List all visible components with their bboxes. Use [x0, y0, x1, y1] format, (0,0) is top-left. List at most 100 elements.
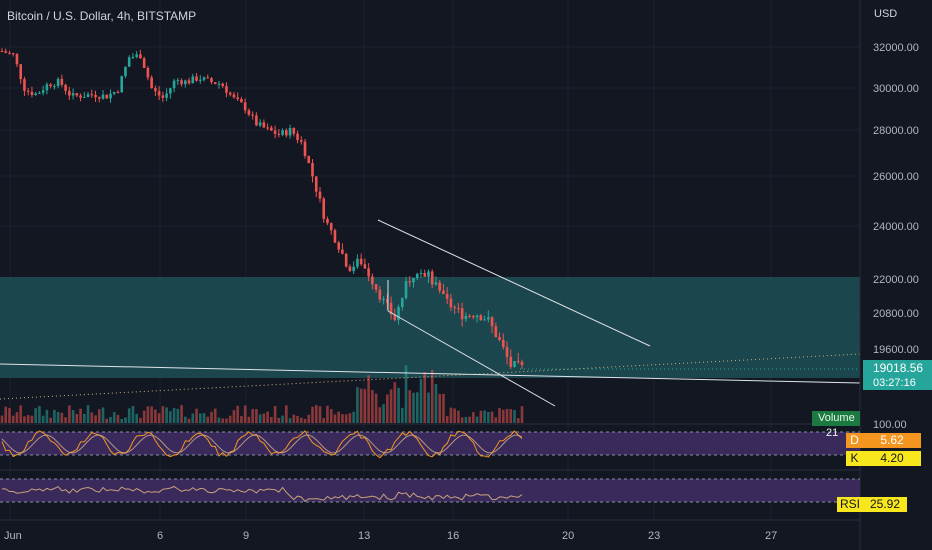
volume-bar — [86, 405, 90, 423]
candle-body — [374, 284, 378, 290]
volume-bar — [281, 415, 284, 423]
volume-bar — [329, 409, 333, 423]
volume-bar — [303, 418, 307, 423]
candle-body — [400, 298, 404, 308]
stoch-k-key: K — [846, 451, 863, 466]
candle-body — [97, 97, 101, 99]
volume-bar — [0, 415, 4, 423]
volume-bar — [247, 416, 251, 423]
candle-body — [131, 56, 135, 58]
y-tick-label: 22000.00 — [873, 274, 919, 286]
volume-bar — [475, 416, 479, 423]
candle-body — [419, 272, 423, 274]
volume-bar — [513, 410, 516, 423]
candle-body — [243, 102, 247, 111]
candle-body — [15, 53, 19, 65]
stoch-k-line — [1, 430, 523, 459]
stoch-d-value: 5.62 — [863, 433, 921, 448]
volume-bar — [427, 392, 430, 423]
volume-bar — [30, 415, 34, 423]
candle-body — [26, 90, 30, 92]
rsi-key: RSI — [837, 497, 863, 512]
candle-body — [8, 52, 11, 54]
candle-body — [393, 314, 397, 321]
volume-bar — [255, 409, 258, 423]
rsi-line — [1, 485, 523, 502]
candle-body — [11, 53, 15, 55]
chart-title[interactable]: Bitcoin / U.S. Dollar, 4h, BITSTAMP — [7, 9, 197, 23]
candle-body — [513, 361, 516, 367]
candle-body — [169, 88, 172, 94]
candle-body — [438, 282, 441, 291]
candle-body — [142, 58, 146, 68]
volume-bar — [352, 411, 355, 423]
volume-bar — [266, 411, 269, 423]
candle-body — [90, 94, 94, 96]
volume-bar — [296, 415, 299, 423]
last-price-tag: 19018.56 — [863, 360, 932, 376]
candle-body — [404, 281, 408, 299]
candle-body — [333, 230, 337, 243]
volume-bar — [363, 389, 367, 423]
candle-body — [288, 127, 292, 136]
volume-bar — [419, 378, 423, 423]
volume-bar — [94, 415, 97, 423]
volume-bar — [45, 409, 49, 423]
volume-bar — [371, 390, 374, 423]
candle-body — [86, 94, 90, 97]
candle-body — [311, 162, 314, 177]
y-tick-label: 24000.00 — [873, 221, 919, 233]
candle-body — [146, 67, 150, 78]
volume-bar — [337, 411, 340, 423]
volume-bar — [318, 406, 322, 423]
candle-body — [34, 93, 37, 96]
volume-bar — [161, 406, 165, 423]
candle-body — [225, 86, 228, 93]
volume-bar — [494, 417, 498, 423]
candle-body — [41, 90, 45, 93]
volume-bar — [270, 417, 273, 423]
volume-bar — [442, 393, 445, 423]
candle-body — [483, 319, 486, 321]
candle-body — [423, 272, 427, 277]
candle-body — [124, 66, 127, 77]
x-tick-label: 16 — [447, 530, 459, 542]
volume-bar — [131, 405, 135, 423]
volume-bar — [34, 408, 37, 423]
candle-body — [101, 94, 105, 99]
candle-body — [367, 268, 370, 277]
candle-body — [4, 51, 8, 53]
volume-bar — [191, 413, 195, 423]
volume-label: Volume — [818, 412, 855, 424]
candle-body — [386, 299, 389, 303]
candle-body — [442, 290, 445, 295]
candle-body — [135, 54, 138, 57]
volume-bar — [169, 411, 172, 423]
candle-body — [38, 92, 41, 94]
candle-body — [322, 198, 326, 219]
volume-bar — [187, 418, 191, 423]
candle-body — [341, 249, 344, 254]
candle-body — [258, 122, 262, 126]
candle-body — [445, 294, 449, 299]
volume-bar — [127, 408, 131, 423]
candle-body — [247, 110, 251, 115]
candle-body — [210, 78, 213, 83]
candle-body — [371, 276, 374, 285]
volume-bar — [112, 412, 116, 423]
volume-bar — [83, 413, 86, 423]
volume-bar — [142, 410, 146, 423]
volume-bar — [453, 408, 456, 423]
rsi-value: 25.92 — [863, 497, 907, 512]
volume-bar — [367, 375, 370, 423]
candle-body — [348, 266, 352, 272]
candle-body — [165, 93, 168, 98]
candle-body — [198, 79, 202, 81]
candle-body — [389, 302, 393, 315]
volume-bar — [400, 407, 404, 423]
candle-body — [273, 130, 277, 134]
support-line — [0, 363, 861, 384]
volume-bar — [71, 410, 75, 423]
candle-body — [397, 307, 400, 321]
